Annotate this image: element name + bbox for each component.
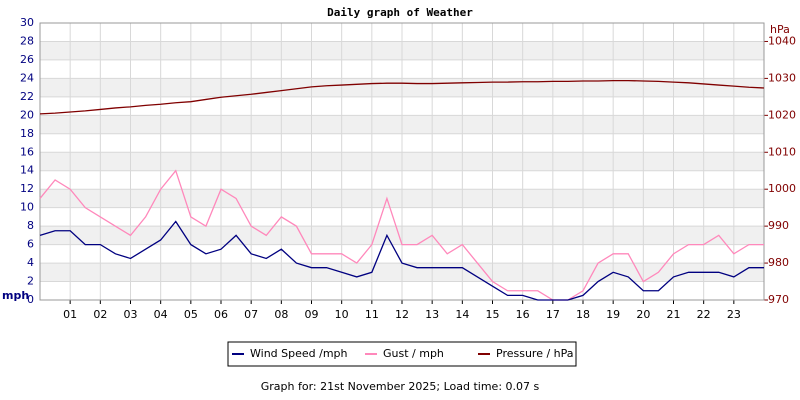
legend	[227, 341, 577, 367]
x-tick-label: 01	[63, 308, 77, 321]
x-tick-label: 08	[274, 308, 288, 321]
footer: Graph for: 21st November 2025; Load time…	[261, 380, 540, 393]
x-tick-label: 07	[244, 308, 258, 321]
x-tick-label: 21	[667, 308, 681, 321]
y-tick-label: 18	[20, 127, 34, 140]
y-tick-label: 0	[27, 293, 34, 306]
y-tick-label: 2	[27, 275, 34, 288]
x-tick-label: 15	[486, 308, 500, 321]
x-tick-label: 09	[305, 308, 319, 321]
x-tick-label: 06	[214, 308, 228, 321]
y2-tick-label: 980	[768, 256, 789, 269]
y-tick-label: 12	[20, 182, 34, 195]
x-tick-label: 18	[576, 308, 590, 321]
x-tick-label: 19	[606, 308, 620, 321]
series-line	[39, 79, 765, 115]
y2-tick-label: 970	[768, 293, 789, 306]
y-tick-label: 26	[20, 53, 34, 66]
legend-label: Wind Speed /mph	[250, 347, 348, 360]
y2-tick-label: 990	[768, 219, 789, 232]
chart-title: Daily graph of Weather	[327, 6, 473, 19]
y2-tick-label: 1010	[768, 145, 796, 158]
y2-tick-label: 1000	[768, 182, 796, 195]
y2-tick-label: 1030	[768, 71, 796, 84]
x-tick-label: 12	[395, 308, 409, 321]
y-tick-label: 4	[27, 256, 34, 269]
x-tick-label: 04	[154, 308, 168, 321]
x-tick-label: 03	[124, 308, 138, 321]
y-tick-label: 24	[20, 71, 34, 84]
plot-frame	[39, 22, 765, 301]
x-tick-label: 20	[636, 308, 650, 321]
series-line	[39, 220, 764, 301]
x-tick-label: 10	[335, 308, 349, 321]
y2-tick-label: 1040	[768, 34, 796, 47]
x-tick-label: 02	[93, 308, 107, 321]
x-tick-label: 16	[516, 308, 530, 321]
y-tick-label: 30	[20, 16, 34, 29]
y-tick-label: 6	[27, 238, 34, 251]
y-tick-label: 28	[20, 34, 34, 47]
series-line	[39, 169, 764, 301]
y-tick-label: 8	[27, 219, 34, 232]
y-tick-label: 10	[20, 201, 34, 214]
x-tick-label: 14	[455, 308, 469, 321]
legend-label: Pressure / hPa	[496, 347, 574, 360]
y-tick-label: 16	[20, 145, 34, 158]
x-tick-label: 23	[727, 308, 741, 321]
y-tick-label: 14	[20, 164, 34, 177]
y-tick-label: 22	[20, 90, 34, 103]
y-tick-label: 20	[20, 108, 34, 121]
x-tick-label: 05	[184, 308, 198, 321]
y-axis-label: mph	[2, 289, 29, 302]
x-tick-label: 13	[425, 308, 439, 321]
x-tick-label: 22	[697, 308, 711, 321]
y2-axis-label: hPa	[770, 23, 790, 36]
y2-tick-label: 1020	[768, 108, 796, 121]
legend-label: Gust / mph	[383, 347, 444, 360]
x-tick-label: 17	[546, 308, 560, 321]
x-tick-label: 11	[365, 308, 379, 321]
